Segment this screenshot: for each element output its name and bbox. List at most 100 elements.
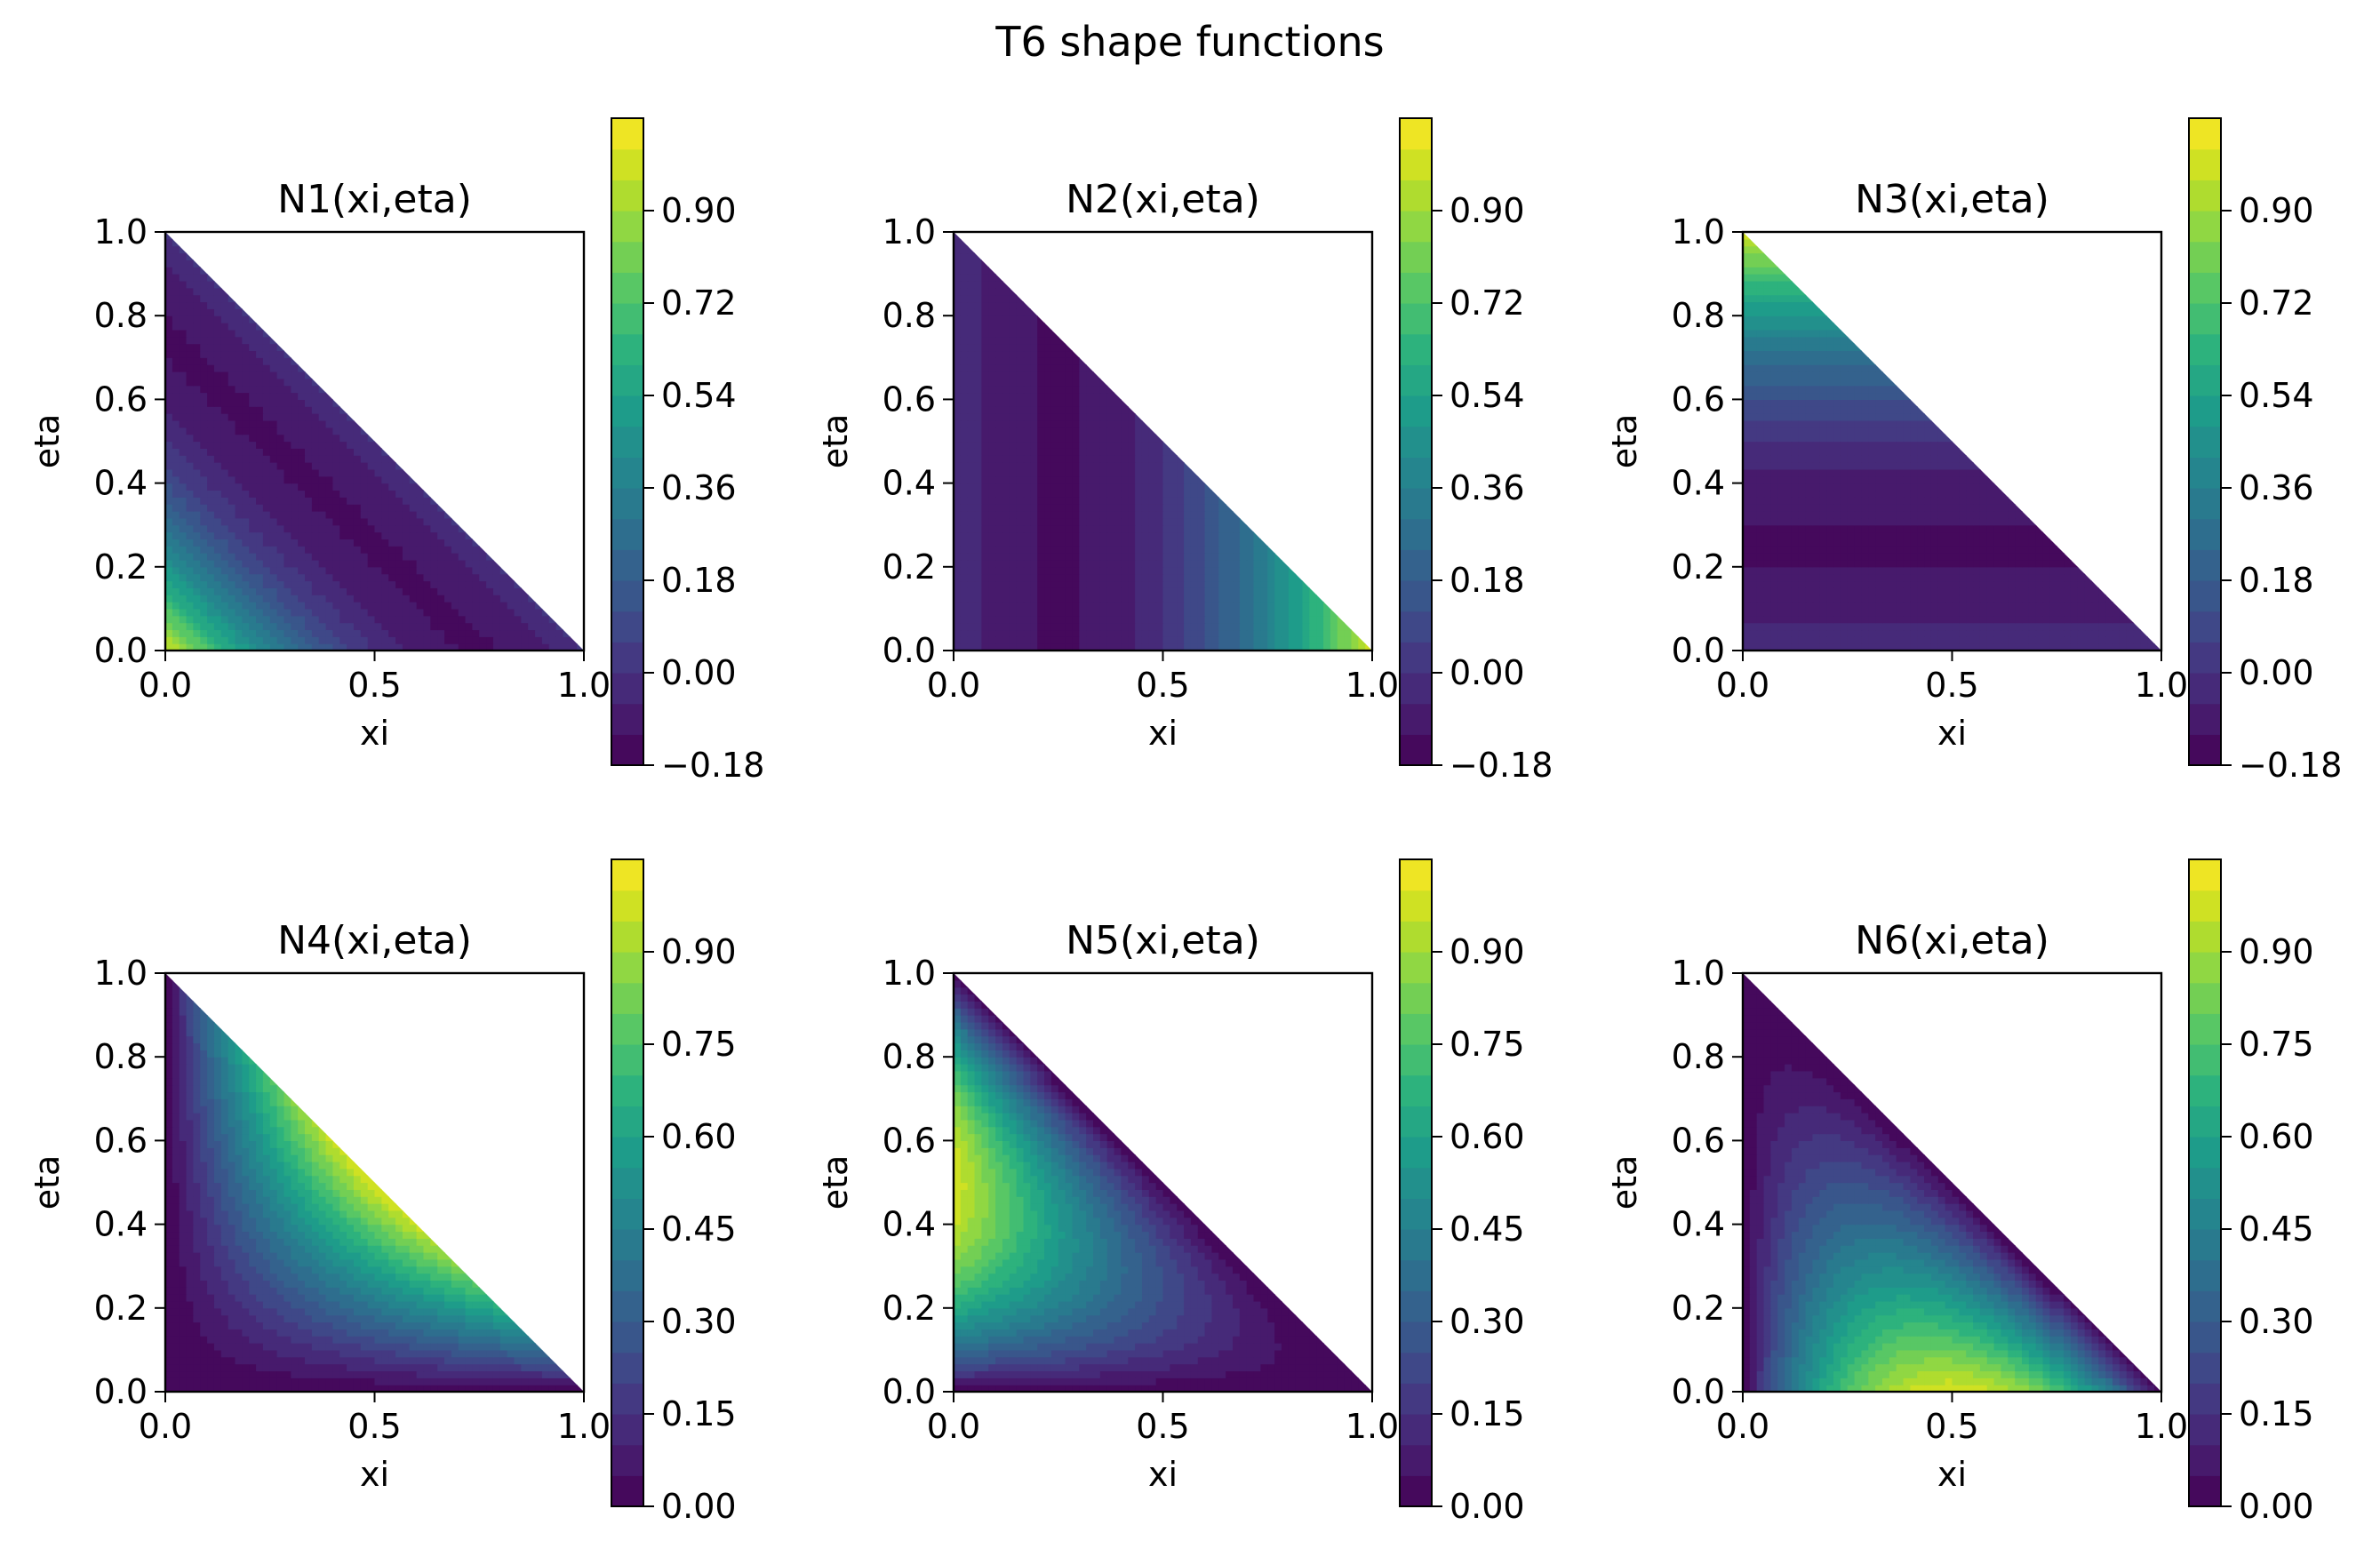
contour-cell bbox=[165, 357, 173, 365]
contour-cell bbox=[1903, 608, 1911, 617]
contour-cell bbox=[395, 608, 403, 617]
contour-cell bbox=[974, 287, 982, 296]
contour-cell bbox=[967, 497, 976, 505]
contour-cell bbox=[249, 434, 257, 443]
contour-cell bbox=[353, 595, 362, 603]
contour-cell bbox=[1952, 629, 1960, 637]
contour-cell bbox=[311, 559, 320, 568]
contour-cell bbox=[374, 553, 382, 561]
contour-cell bbox=[1917, 546, 1925, 554]
contour-cell bbox=[1233, 511, 1241, 519]
contour-cell bbox=[1323, 595, 1331, 603]
contour-cell bbox=[1973, 531, 1981, 539]
contour-cell bbox=[249, 553, 257, 561]
contour-cell bbox=[960, 468, 969, 477]
contour-cell bbox=[1044, 392, 1052, 400]
contour-cell bbox=[374, 468, 382, 477]
contour-cell bbox=[465, 643, 473, 651]
contour-cell bbox=[974, 434, 982, 443]
contour-cell bbox=[416, 622, 425, 631]
contour-cell bbox=[423, 497, 431, 505]
contour-cell bbox=[228, 294, 236, 303]
contour-cell bbox=[1106, 629, 1115, 637]
contour-cell bbox=[1930, 608, 1939, 617]
contour-cell bbox=[1002, 531, 1010, 539]
contour-cell bbox=[1190, 566, 1199, 575]
contour-cell bbox=[347, 455, 355, 463]
contour-cell bbox=[1190, 602, 1199, 610]
contour-cell bbox=[213, 587, 222, 595]
contour-cell bbox=[186, 531, 194, 539]
contour-cell bbox=[2049, 643, 2057, 651]
contour-cell bbox=[1093, 587, 1101, 595]
contour-cell bbox=[1854, 517, 1863, 526]
contour-cell bbox=[1812, 636, 1820, 644]
contour-cell bbox=[2112, 615, 2120, 624]
contour-cell bbox=[269, 427, 278, 435]
contour-cell bbox=[1023, 475, 1031, 484]
contour-cell bbox=[186, 378, 194, 387]
contour-cell bbox=[1288, 615, 1297, 624]
contour-cell bbox=[1072, 511, 1080, 519]
contour-cell bbox=[228, 629, 236, 637]
contour-cell bbox=[2028, 629, 2037, 637]
contour-cell bbox=[1833, 587, 1841, 595]
contour-cell bbox=[1037, 497, 1045, 505]
contour-cell bbox=[492, 602, 501, 610]
contour-cell bbox=[1952, 524, 1960, 533]
contour-cell bbox=[1882, 511, 1890, 519]
contour-cell bbox=[1141, 497, 1150, 505]
contour-cell bbox=[165, 378, 173, 387]
contour-cell bbox=[2070, 573, 2079, 582]
contour-cell bbox=[967, 608, 976, 617]
contour-cell bbox=[332, 566, 340, 575]
contour-cell bbox=[353, 622, 362, 631]
contour-cell bbox=[193, 364, 201, 372]
contour-cell bbox=[1128, 580, 1136, 588]
contour-cell bbox=[269, 531, 278, 539]
contour-cell bbox=[2140, 622, 2148, 631]
contour-cell bbox=[528, 595, 536, 603]
contour-cell bbox=[1993, 595, 2002, 603]
contour-cell bbox=[1065, 559, 1074, 568]
contour-cell bbox=[960, 413, 969, 421]
contour-cell bbox=[2140, 636, 2148, 644]
contour-cell bbox=[507, 580, 515, 588]
contour-cell bbox=[974, 559, 982, 568]
contour-cell bbox=[262, 573, 271, 582]
contour-cell bbox=[1016, 427, 1025, 435]
contour-cell bbox=[388, 511, 396, 519]
contour-cell bbox=[1170, 531, 1178, 539]
contour-cell bbox=[1002, 399, 1010, 407]
contour-cell bbox=[347, 546, 355, 554]
contour-cell bbox=[1044, 427, 1052, 435]
contour-cell bbox=[1023, 308, 1031, 316]
contour-cell bbox=[1197, 602, 1206, 610]
contour-cell bbox=[995, 323, 1003, 331]
contour-cell bbox=[1903, 566, 1911, 575]
contour-cell bbox=[1016, 546, 1025, 554]
contour-cell bbox=[1058, 546, 1066, 554]
contour-cell bbox=[228, 462, 236, 470]
contour-cell bbox=[1211, 517, 1219, 526]
contour-cell bbox=[1826, 539, 1834, 547]
contour-cell bbox=[262, 566, 271, 575]
contour-cell bbox=[1854, 602, 1863, 610]
contour-cell bbox=[1050, 350, 1059, 358]
contour-cell bbox=[2064, 608, 2072, 617]
contour-cell bbox=[444, 602, 452, 610]
contour-cell bbox=[402, 573, 411, 582]
contour-cell bbox=[172, 287, 180, 296]
contour-cell bbox=[1959, 517, 1967, 526]
contour-cell bbox=[172, 357, 180, 365]
contour-cell bbox=[249, 399, 257, 407]
contour-cell bbox=[1155, 497, 1164, 505]
contour-cell bbox=[995, 441, 1003, 449]
contour-cell bbox=[284, 608, 292, 617]
contour-cell bbox=[402, 622, 411, 631]
contour-cell bbox=[1861, 615, 1869, 624]
contour-cell bbox=[347, 615, 355, 624]
contour-cell bbox=[242, 539, 250, 547]
contour-cell bbox=[179, 504, 188, 512]
contour-cell bbox=[1945, 566, 1953, 575]
